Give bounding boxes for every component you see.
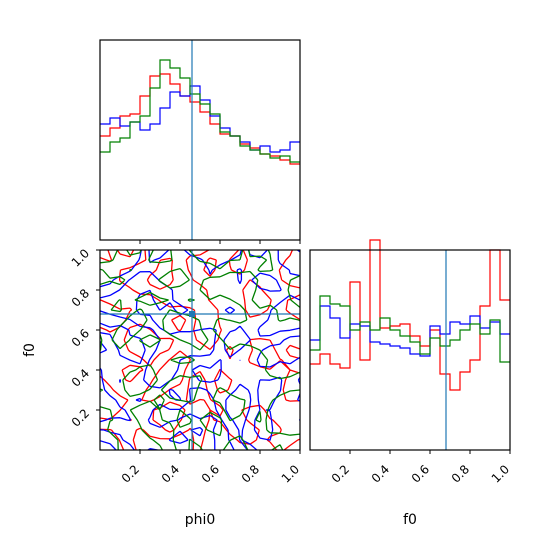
f0-axis-label: f0 — [22, 343, 38, 357]
phi0-hist-series-2 — [100, 59, 300, 163]
contour-series-0-level-0 — [100, 250, 300, 450]
contour-series-2-level-1 — [100, 250, 300, 450]
contour-ytick-label-4: 1.0 — [69, 246, 92, 269]
phi0-axis-label: phi0 — [185, 512, 216, 528]
f0-hist-axis-label: f0 — [403, 512, 417, 528]
contour-ytick-label-3: 0.8 — [69, 286, 92, 309]
f0-hist-xtick-label-1: 0.4 — [369, 462, 392, 485]
contour-xtick-label-3: 0.8 — [239, 462, 262, 485]
f0-hist-xtick-label-2: 0.6 — [409, 462, 432, 485]
contour-xtick-label-2: 0.6 — [199, 462, 222, 485]
contour-group — [100, 250, 300, 450]
f0-hist-series-0 — [310, 239, 510, 391]
f0-hist-xtick-label-3: 0.8 — [449, 462, 472, 485]
f0-hist-xtick-label-0: 0.2 — [329, 462, 352, 485]
contour-frame — [99, 249, 301, 451]
f0-hist-frame — [309, 249, 511, 451]
f0-hist-series-1 — [310, 305, 510, 357]
contour-ytick-label-2: 0.6 — [69, 326, 92, 349]
f0-hist-series-2 — [310, 295, 510, 363]
f0-hist-xtick-label-4: 1.0 — [489, 462, 512, 485]
contour-xtick-label-1: 0.4 — [159, 462, 182, 485]
contour-truth-marker — [189, 311, 195, 317]
contour-xtick-label-0: 0.2 — [119, 462, 142, 485]
contour-ytick-label-1: 0.4 — [69, 366, 92, 389]
contour-xtick-label-4: 1.0 — [279, 462, 302, 485]
phi0-hist-frame — [99, 39, 301, 241]
contour-ytick-label-0: 0.2 — [69, 406, 92, 429]
